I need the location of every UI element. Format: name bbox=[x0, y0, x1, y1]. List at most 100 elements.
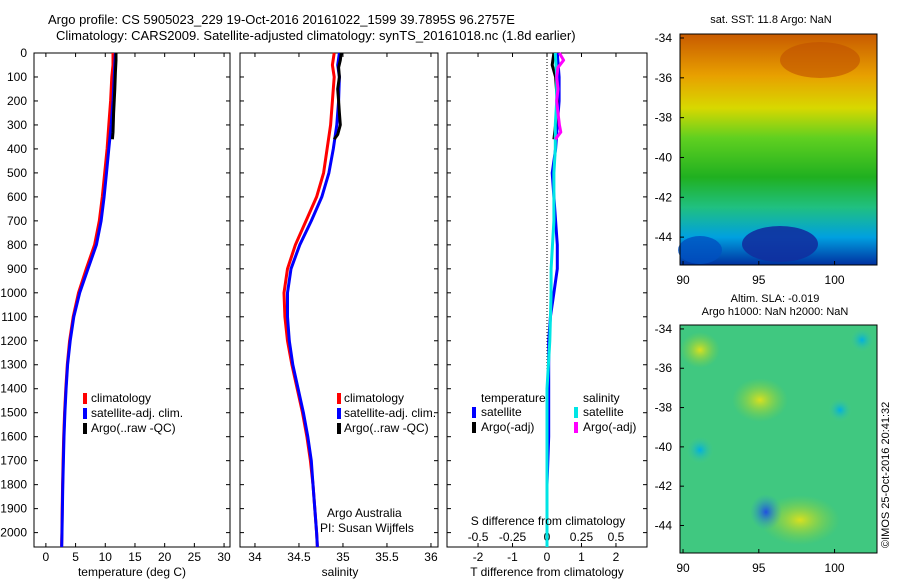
map-lat-label: -36 bbox=[655, 361, 673, 375]
depth-tick-label: 800 bbox=[7, 238, 27, 252]
x-tick-label: 0 bbox=[544, 550, 551, 564]
x-tick-label: 5 bbox=[72, 550, 79, 564]
x-tick-label: -1 bbox=[507, 550, 518, 564]
temperature-panel-frame bbox=[33, 52, 231, 548]
x-tick-label: 36 bbox=[424, 550, 438, 564]
legend-swatch-t-argo bbox=[472, 422, 476, 433]
depth-tick-label: 300 bbox=[7, 118, 27, 132]
x-tick-label: 1 bbox=[578, 550, 585, 564]
legend-swatch-s-satellite bbox=[574, 407, 578, 418]
x-tick-label: 2 bbox=[613, 550, 620, 564]
legend-label-t-argo: Argo(-adj) bbox=[481, 420, 534, 434]
map-lat-label: -38 bbox=[655, 111, 673, 125]
sla-low-patch bbox=[828, 398, 852, 422]
map-lat-label: -44 bbox=[655, 230, 673, 244]
x-tick-label: 35 bbox=[336, 550, 350, 564]
x-tick-label: 35.5 bbox=[375, 550, 399, 564]
s-diff-label: S difference from climatology bbox=[471, 514, 626, 528]
legend-swatch-satellite bbox=[337, 408, 341, 419]
x-tick-label: 15 bbox=[128, 550, 142, 564]
legend-swatch-climatology bbox=[83, 393, 87, 404]
depth-tick-label: 0 bbox=[20, 46, 27, 60]
s-diff-tick-label: 0.5 bbox=[608, 530, 625, 544]
map-lat-label: -42 bbox=[655, 190, 673, 204]
x-tick-label: 34 bbox=[248, 550, 262, 564]
series-line bbox=[332, 52, 343, 141]
legend-swatch-satellite bbox=[83, 408, 87, 419]
legend-label-s-argo: Argo(-adj) bbox=[583, 420, 636, 434]
sla-map-title2: Argo h1000: NaN h2000: NaN bbox=[702, 306, 849, 318]
depth-tick-label: 1900 bbox=[0, 502, 27, 516]
legend-label-climatology: climatology bbox=[344, 391, 404, 405]
legend-label-s-satellite: satellite bbox=[583, 405, 624, 419]
depth-tick-label: 100 bbox=[7, 70, 27, 84]
depth-tick-label: 900 bbox=[7, 262, 27, 276]
x-tick-label: 25 bbox=[188, 550, 202, 564]
legend-label-t-satellite: satellite bbox=[481, 405, 522, 419]
map-axes: -34 -36 -38 -40 -42 -44 90 95 100 -34 -36 -38 -40 -42… bbox=[655, 31, 845, 575]
map-lon-label: 90 bbox=[676, 561, 690, 575]
series-line bbox=[554, 52, 566, 141]
sst-map bbox=[678, 33, 878, 266]
salinity-xlabel: salinity bbox=[322, 565, 359, 579]
s-diff-tick-label: -0.25 bbox=[499, 530, 527, 544]
depth-tick-label: 1600 bbox=[0, 430, 27, 444]
sst-map-frame bbox=[679, 33, 878, 266]
sst-map-title: sat. SST: 11.8 Argo: NaN bbox=[710, 14, 832, 26]
legend-label-satellite: satellite-adj. clim. bbox=[344, 406, 436, 420]
figure-title-line1: Argo profile: CS 5905023_229 19-Oct-2016… bbox=[48, 12, 515, 27]
map-lat-label: -34 bbox=[655, 31, 673, 45]
map-lat-label: -38 bbox=[655, 401, 673, 415]
map-lat-label: -42 bbox=[655, 479, 673, 493]
depth-tick-label: 1000 bbox=[0, 286, 27, 300]
legend-swatch-argo bbox=[83, 423, 87, 434]
map-lon-label: 90 bbox=[676, 273, 690, 287]
imos-credit: ©IMOS 25-Oct-2016 20:41:32 bbox=[880, 401, 892, 548]
pi-annotation: PI: Susan Wijffels bbox=[320, 521, 414, 535]
map-lon-label: 100 bbox=[825, 273, 845, 287]
map-lat-label: -44 bbox=[655, 518, 673, 532]
legend-label-argo: Argo(..raw -QC) bbox=[91, 421, 176, 435]
map-lat-label: -34 bbox=[655, 322, 673, 336]
legend-swatch-t-satellite bbox=[472, 407, 476, 418]
legend-swatch-argo bbox=[337, 423, 341, 434]
s-diff-tick-label: -0.5 bbox=[468, 530, 489, 544]
depth-tick-label: 1100 bbox=[1, 310, 27, 324]
sst-warm-patch bbox=[780, 42, 860, 78]
sst-cold-patch bbox=[742, 226, 818, 262]
x-tick-label: 20 bbox=[158, 550, 172, 564]
x-tick-label: 30 bbox=[217, 550, 231, 564]
series-line bbox=[286, 52, 341, 548]
temperature-panel: 0 5 10 15 20 25 30 bbox=[43, 52, 231, 564]
series-line bbox=[282, 52, 336, 548]
depth-tick-label: 1500 bbox=[0, 406, 27, 420]
depth-tick-label: 2000 bbox=[0, 526, 27, 540]
depth-tick-label: 1300 bbox=[0, 358, 27, 372]
series-line bbox=[545, 52, 559, 547]
depth-tick-label: 200 bbox=[7, 94, 27, 108]
temperature-xlabel: temperature (deg C) bbox=[78, 565, 186, 579]
salinity-panel: 34 34.5 35 35.5 36 bbox=[248, 52, 438, 564]
map-lat-label: -40 bbox=[655, 440, 673, 454]
salinity-legend: climatology satellite-adj. clim. Argo(..… bbox=[337, 391, 436, 435]
map-lon-label: 95 bbox=[752, 273, 766, 287]
depth-tick-label: 1200 bbox=[0, 334, 27, 348]
sla-map-frame bbox=[679, 324, 878, 554]
sst-cold-patch bbox=[678, 236, 722, 264]
legend-swatch-climatology bbox=[337, 393, 341, 404]
x-tick-label: 10 bbox=[99, 550, 113, 564]
series-line bbox=[110, 53, 118, 140]
s-diff-tick-label: 0.25 bbox=[570, 530, 594, 544]
sla-high-patch bbox=[732, 378, 788, 422]
legend-label-satellite: satellite-adj. clim. bbox=[91, 406, 183, 420]
depth-tick-label: 1800 bbox=[0, 478, 27, 492]
series-line bbox=[60, 52, 117, 548]
t-diff-xlabel: T difference from climatology bbox=[470, 565, 624, 579]
depth-tick-label: 1400 bbox=[0, 382, 27, 396]
series-line bbox=[60, 53, 115, 548]
depth-tick-label: 1700 bbox=[0, 454, 27, 468]
legend-label-climatology: climatology bbox=[91, 391, 151, 405]
